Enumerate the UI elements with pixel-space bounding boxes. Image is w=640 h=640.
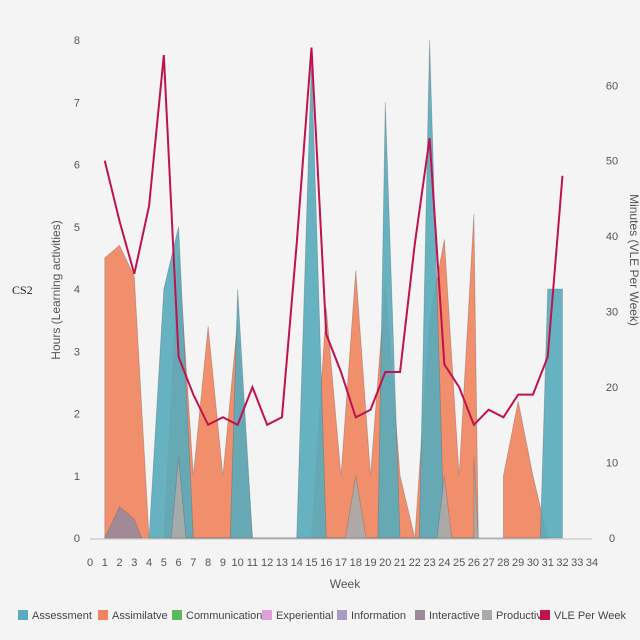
legend-swatch-information <box>337 610 347 620</box>
legend-swatch-vle-per-week <box>540 610 550 620</box>
legend-label-experiential: Experiential <box>276 610 333 622</box>
x-tick-label: 24 <box>438 557 450 569</box>
x-tick-label: 3 <box>131 557 137 569</box>
x-tick-label: 23 <box>423 557 435 569</box>
x-tick-label: 10 <box>232 557 244 569</box>
y-tick-label: 5 <box>74 222 80 234</box>
y-axis-title: Hours (Learning activities) <box>49 220 63 359</box>
x-tick-label: 0 <box>87 557 93 569</box>
x-axis-title: Week <box>330 577 361 591</box>
x-tick-label: 21 <box>394 557 406 569</box>
legend-swatch-productive <box>482 610 492 620</box>
x-tick-label: 33 <box>571 557 583 569</box>
y-tick-label: 1 <box>74 471 80 483</box>
y2-tick-label: 20 <box>606 382 618 394</box>
y-tick-label: 6 <box>74 160 80 172</box>
y-tick-label: 3 <box>74 346 80 358</box>
x-tick-label: 14 <box>291 557 303 569</box>
x-tick-label: 32 <box>556 557 568 569</box>
legend-label-assimilatve: Assimilatve <box>112 610 168 622</box>
x-tick-label: 26 <box>468 557 480 569</box>
x-tick-label: 27 <box>483 557 495 569</box>
x-tick-label: 22 <box>409 557 421 569</box>
y2-tick-label: 50 <box>606 156 618 168</box>
x-tick-label: 6 <box>176 557 182 569</box>
legend-label-communication: Communication <box>186 610 262 622</box>
legend-label-assessment: Assessment <box>32 610 92 622</box>
x-tick-label: 31 <box>542 557 554 569</box>
x-tick-label: 9 <box>220 557 226 569</box>
y-tick-label: 8 <box>74 35 80 47</box>
x-tick-label: 29 <box>512 557 524 569</box>
y-tick-label: 7 <box>74 97 80 109</box>
legend-swatch-assimilatve <box>98 610 108 620</box>
x-tick-label: 30 <box>527 557 539 569</box>
x-tick-label: 28 <box>497 557 509 569</box>
x-tick-label: 18 <box>350 557 362 569</box>
y-tick-label: 0 <box>74 533 80 545</box>
x-tick-label: 4 <box>146 557 152 569</box>
y2-tick-label: 30 <box>606 307 618 319</box>
series-area-assessment <box>148 39 563 539</box>
y2-tick-label: 60 <box>606 80 618 92</box>
x-tick-label: 20 <box>379 557 391 569</box>
y2-axis-title: Minutes (VLE Per Week) <box>627 194 640 326</box>
series-line-vle-per-week <box>103 47 564 427</box>
x-tick-label: 34 <box>586 557 598 569</box>
x-tick-label: 7 <box>190 557 196 569</box>
x-tick-label: 5 <box>161 557 167 569</box>
x-tick-label: 17 <box>335 557 347 569</box>
legend-swatch-communication <box>172 610 182 620</box>
y2-tick-label: 10 <box>606 458 618 470</box>
legend-swatch-interactive <box>415 610 425 620</box>
x-tick-label: 15 <box>305 557 317 569</box>
x-tick-label: 1 <box>102 557 108 569</box>
x-tick-label: 19 <box>364 557 376 569</box>
x-tick-label: 2 <box>116 557 122 569</box>
y2-tick-label: 0 <box>609 533 615 545</box>
legend-label-vle-per-week: VLE Per Week <box>554 610 626 622</box>
x-tick-label: 8 <box>205 557 211 569</box>
x-tick-label: 13 <box>276 557 288 569</box>
legend-label-interactive: Interactive <box>429 610 480 622</box>
y-tick-label: 4 <box>74 284 80 296</box>
series-area-interactive <box>104 506 143 539</box>
legend-label-information: Information <box>351 610 406 622</box>
x-tick-label: 16 <box>320 557 332 569</box>
legend-swatch-assessment <box>18 610 28 620</box>
legend-swatch-experiential <box>262 610 272 620</box>
x-tick-label: 12 <box>261 557 273 569</box>
y2-tick-label: 40 <box>606 231 618 243</box>
series-area-productive <box>170 457 479 539</box>
legend-label-productive: Productive <box>496 610 548 622</box>
x-tick-label: 25 <box>453 557 465 569</box>
y-tick-label: 2 <box>74 409 80 421</box>
side-label: CS2 <box>12 283 33 297</box>
x-tick-label: 11 <box>247 557 258 569</box>
